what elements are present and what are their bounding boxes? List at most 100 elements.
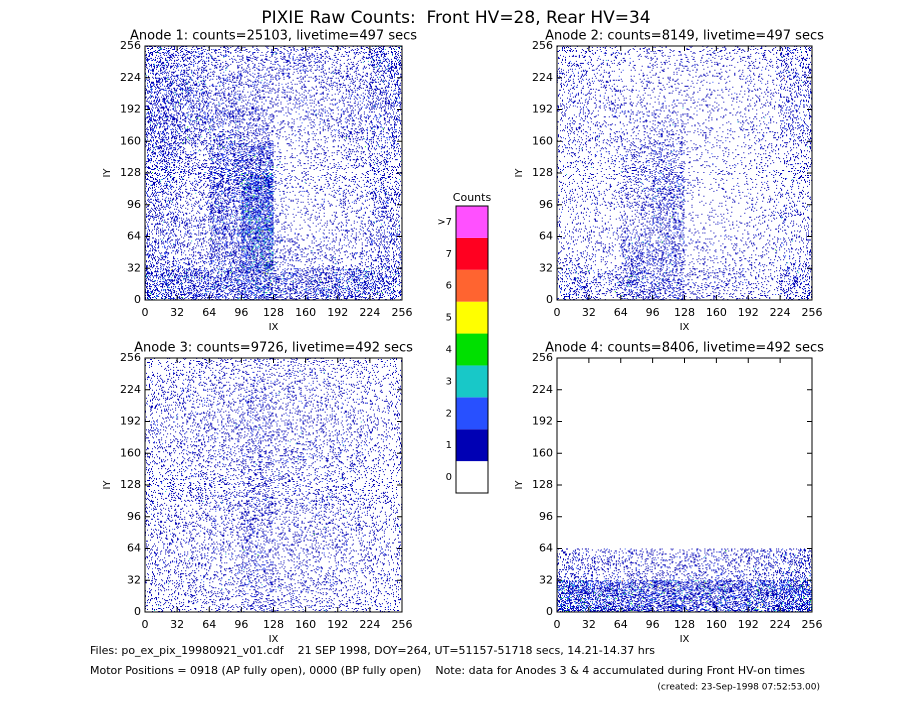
x-tick-label: 224 — [770, 306, 791, 319]
panel-title: Anode 1: counts=25103, livetime=497 secs — [130, 29, 417, 44]
colorbar-title: Counts — [453, 191, 492, 204]
y-tick-label: 160 — [532, 446, 553, 459]
x-tick-label: 96 — [646, 306, 660, 319]
count-pixels — [209, 77, 242, 110]
count-pixels — [780, 268, 812, 300]
count-pixels — [241, 173, 274, 205]
count-pixels — [145, 77, 178, 110]
count-pixels — [588, 109, 621, 142]
x-tick-label: 0 — [142, 618, 149, 631]
y-axis-label: IY — [514, 168, 525, 178]
count-pixels — [716, 580, 749, 612]
count-pixels — [369, 421, 402, 454]
count-pixels — [369, 389, 402, 422]
count-pixels — [652, 173, 685, 205]
y-tick-label: 192 — [532, 415, 553, 428]
count-pixels — [797, 271, 800, 274]
y-tick-label: 160 — [120, 446, 141, 459]
count-pixels — [177, 141, 210, 173]
count-pixels — [241, 358, 274, 390]
count-pixels — [652, 268, 685, 300]
count-pixels — [305, 516, 338, 549]
count-pixels — [748, 77, 781, 110]
count-pixels — [165, 491, 167, 492]
count-pixels — [145, 109, 175, 142]
count-pixels — [273, 421, 306, 454]
x-tick-label: 256 — [802, 618, 823, 631]
count-pixels — [557, 580, 589, 612]
y-tick-label: 32 — [127, 573, 141, 586]
y-tick-label: 64 — [539, 230, 553, 243]
panel-title: Anode 4: counts=8406, livetime=492 secs — [545, 341, 824, 356]
count-pixels — [273, 453, 306, 485]
count-pixels — [620, 236, 653, 269]
colorbar-label: 3 — [446, 376, 452, 387]
count-pixels — [243, 109, 273, 140]
count-pixels — [145, 580, 178, 612]
count-pixels — [241, 485, 274, 517]
colorbar-frame — [455, 205, 489, 494]
y-tick-label: 160 — [120, 134, 141, 147]
count-pixels — [241, 236, 274, 269]
count-pixels — [716, 173, 749, 204]
colorbar-swatch — [456, 365, 488, 398]
count-pixels — [261, 79, 263, 81]
count-pixels — [305, 358, 338, 390]
count-pixels — [305, 268, 338, 300]
count-pixels — [145, 204, 178, 237]
x-tick-label: 32 — [170, 306, 184, 319]
count-pixels — [177, 110, 210, 141]
colorbar-swatch — [456, 301, 488, 334]
count-pixels — [369, 205, 396, 237]
count-pixels — [780, 548, 812, 581]
count-pixels — [369, 109, 402, 142]
count-pixels — [557, 580, 589, 612]
x-tick-label: 64 — [202, 306, 216, 319]
count-pixels — [273, 548, 306, 581]
count-pixels — [221, 588, 223, 590]
count-pixels — [337, 453, 370, 485]
count-pixels — [304, 181, 306, 183]
count-pixels — [273, 46, 306, 78]
count-pixels — [780, 141, 812, 173]
count-pixels — [203, 500, 205, 502]
count-pixels — [716, 549, 745, 580]
colorbar-label: 0 — [446, 472, 452, 483]
x-tick-label: 32 — [582, 618, 596, 631]
count-pixels — [684, 268, 717, 300]
count-pixels — [241, 141, 274, 173]
count-pixels — [337, 268, 370, 300]
count-pixels — [337, 236, 370, 269]
count-pixels — [748, 236, 781, 269]
count-pixels — [590, 167, 592, 168]
count-pixels — [557, 268, 589, 300]
count-pixels — [305, 77, 338, 110]
count-pixels — [748, 582, 780, 612]
count-pixels — [621, 583, 653, 611]
count-pixels — [242, 138, 244, 140]
y-tick-label: 224 — [120, 71, 141, 84]
count-pixels — [273, 141, 306, 173]
count-pixels — [621, 548, 653, 581]
footer-line: (created: 23-Sep-1998 07:52:53.00) — [657, 683, 820, 693]
count-pixels — [182, 78, 207, 101]
x-tick-label: 64 — [614, 306, 628, 319]
count-pixels — [775, 249, 777, 251]
y-tick-label: 64 — [539, 542, 553, 555]
count-pixels — [557, 548, 589, 581]
x-tick-label: 224 — [359, 618, 380, 631]
count-pixels — [145, 46, 177, 78]
count-pixels — [716, 46, 749, 78]
count-pixels — [781, 217, 783, 219]
count-pixels — [792, 179, 794, 180]
count-pixels — [684, 175, 717, 205]
count-pixels — [557, 109, 589, 142]
y-tick-label: 0 — [546, 293, 553, 306]
x-tick-label: 192 — [738, 306, 759, 319]
x-axis-label: IX — [269, 322, 279, 333]
count-pixels — [557, 204, 589, 237]
panel-title: Anode 2: counts=8149, livetime=497 secs — [545, 29, 824, 44]
count-pixels — [273, 109, 306, 142]
count-pixels — [241, 204, 274, 237]
count-pixels — [223, 478, 225, 480]
